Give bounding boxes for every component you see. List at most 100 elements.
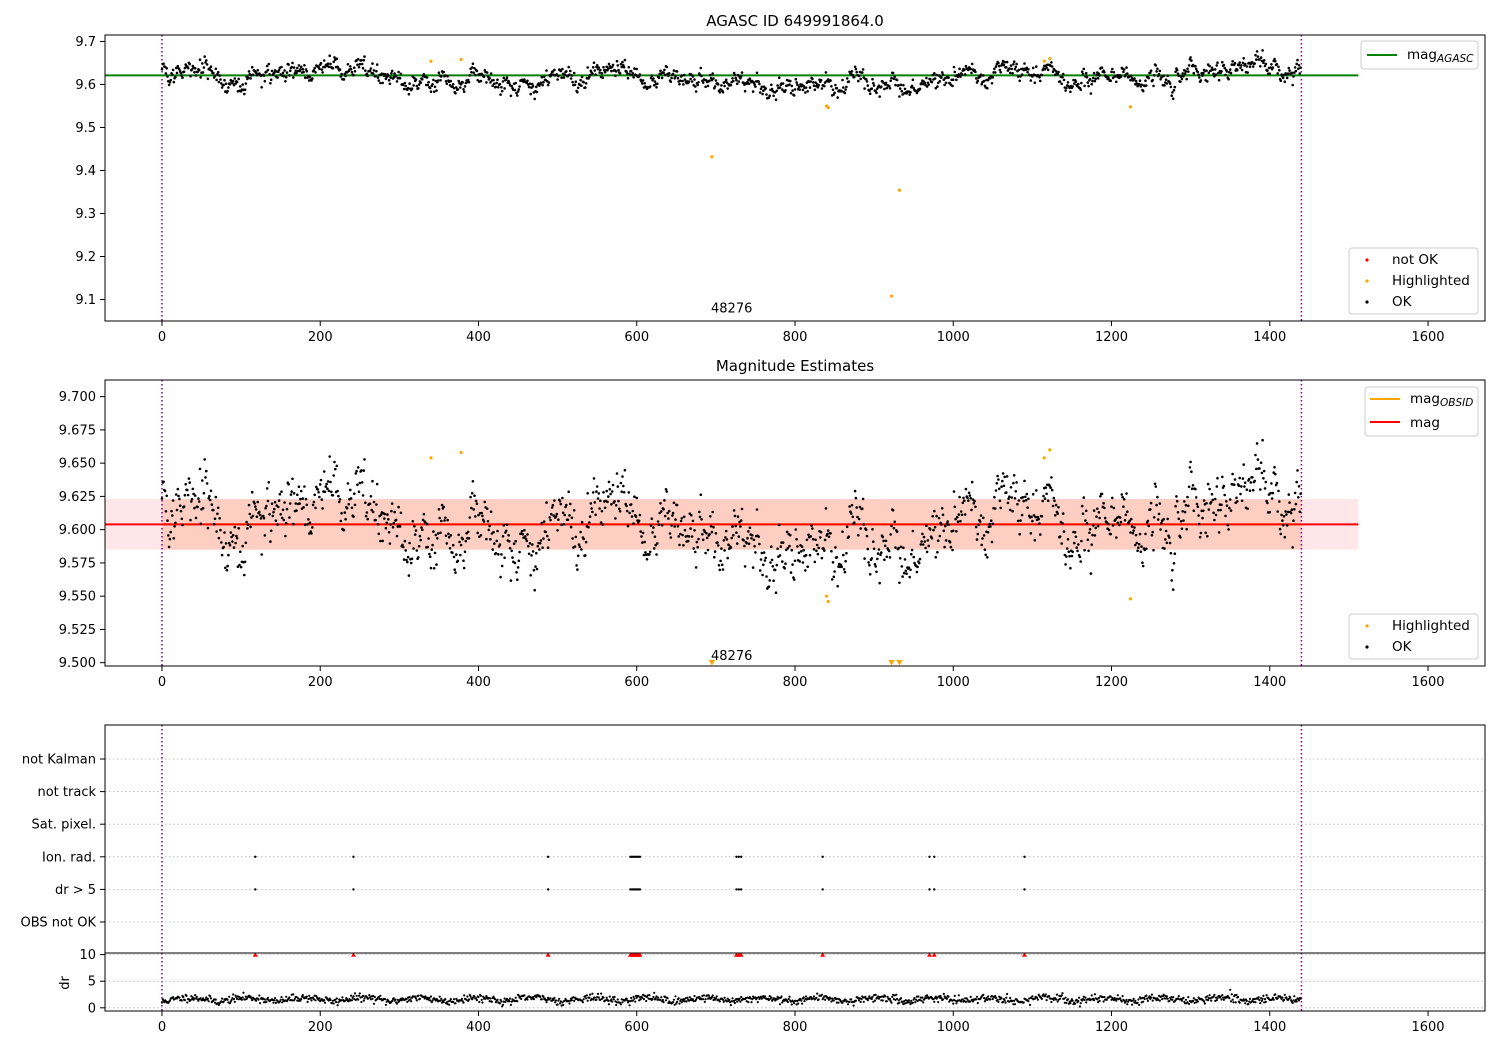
ok-point: [1282, 73, 1286, 77]
ok-point: [354, 472, 358, 475]
ok-point: [797, 85, 801, 88]
ok-point: [871, 528, 874, 531]
dr-point: [982, 993, 985, 996]
ok-point: [691, 75, 695, 78]
ok-point: [565, 503, 568, 507]
ok-point: [1057, 70, 1060, 74]
ok-point: [1032, 514, 1036, 517]
ok-point: [1089, 92, 1093, 95]
ok-point: [1278, 68, 1281, 72]
dr-point: [1082, 995, 1085, 998]
ok-point: [328, 54, 332, 57]
ok-point: [701, 532, 704, 536]
dr-point: [890, 1001, 893, 1004]
ok-point: [462, 559, 465, 562]
ok-point: [980, 82, 983, 86]
ok-point: [862, 523, 866, 526]
ok-point: [302, 506, 305, 509]
ok-point: [698, 510, 701, 514]
ok-point: [694, 85, 697, 88]
dr-point: [1131, 999, 1134, 1002]
ok-point: [198, 58, 202, 61]
ok-point: [701, 538, 705, 542]
ok-point: [1221, 475, 1224, 479]
ok-point: [1270, 497, 1274, 500]
ok-point: [999, 71, 1002, 74]
ok-point: [269, 78, 273, 81]
ok-point: [819, 530, 823, 534]
ok-point: [259, 517, 263, 520]
dr-point: [775, 998, 778, 1001]
dr-point: [871, 995, 874, 999]
ok-point: [197, 500, 201, 503]
ok-point: [250, 490, 254, 494]
ok-point: [516, 566, 520, 569]
ok-point: [1044, 486, 1048, 489]
ok-point: [402, 545, 405, 549]
ok-point: [847, 535, 851, 538]
ok-point: [571, 537, 574, 540]
ok-point: [606, 500, 609, 504]
ok-point: [1017, 499, 1021, 502]
ok-point: [1164, 78, 1168, 81]
legend-est-highlighted-label: Highlighted: [1392, 618, 1470, 634]
dr-point: [857, 997, 860, 1000]
ok-point: [775, 89, 779, 93]
ok-point: [355, 469, 358, 473]
ok-point: [1273, 57, 1276, 61]
dr-point: [1006, 992, 1009, 996]
ok-point: [375, 482, 379, 486]
ok-point: [752, 538, 756, 542]
dr-point: [172, 996, 175, 999]
ok-point: [1022, 499, 1025, 503]
ok-point: [933, 77, 937, 80]
ok-point: [529, 574, 532, 577]
ok-point: [1009, 64, 1013, 67]
ok-point: [1120, 493, 1124, 496]
highlighted-point: [710, 155, 714, 159]
ok-point: [1103, 506, 1106, 510]
ok-point: [500, 564, 504, 568]
ok-point: [223, 78, 226, 82]
ok-point: [732, 509, 736, 512]
ok-point: [273, 71, 276, 74]
ok-point: [1080, 504, 1084, 508]
dr-point: [1093, 999, 1096, 1002]
ok-point: [850, 70, 854, 73]
ok-point: [831, 88, 835, 92]
ok-point: [696, 83, 699, 87]
ok-point: [1156, 67, 1159, 71]
ok-point: [455, 86, 458, 89]
dr-point: [455, 997, 458, 1001]
ok-point: [610, 490, 614, 493]
dr-point: [1060, 994, 1063, 997]
ok-point: [379, 513, 383, 516]
dr-point: [467, 998, 471, 1001]
highlighted-point: [459, 450, 463, 455]
dr-point: [940, 997, 943, 1000]
ok-point: [1179, 75, 1183, 78]
panel-estimates-y-axis: 9.5009.5259.5509.5759.6009.6259.6509.675…: [59, 390, 105, 671]
ok-point: [492, 530, 495, 534]
dr-point: [1166, 997, 1169, 1000]
ok-point: [1206, 482, 1210, 486]
ok-point: [994, 489, 998, 492]
ok-point: [389, 523, 393, 526]
ok-point: [977, 523, 980, 527]
dr-point: [602, 996, 605, 999]
ok-point: [220, 553, 224, 557]
dr-axis-label: dr: [58, 976, 73, 990]
ok-point: [291, 477, 294, 481]
ok-point: [357, 65, 361, 69]
ok-point: [1282, 515, 1286, 518]
dr-point: [557, 999, 560, 1002]
ok-point: [226, 89, 229, 93]
ok-point: [935, 514, 938, 518]
ok-point: [851, 515, 855, 519]
dr-point: [207, 1000, 210, 1003]
dr-point: [677, 997, 680, 1000]
ok-point: [1162, 74, 1165, 78]
ok-point: [563, 73, 566, 76]
ok-point: [1054, 70, 1058, 73]
dr-point: [232, 998, 236, 1001]
